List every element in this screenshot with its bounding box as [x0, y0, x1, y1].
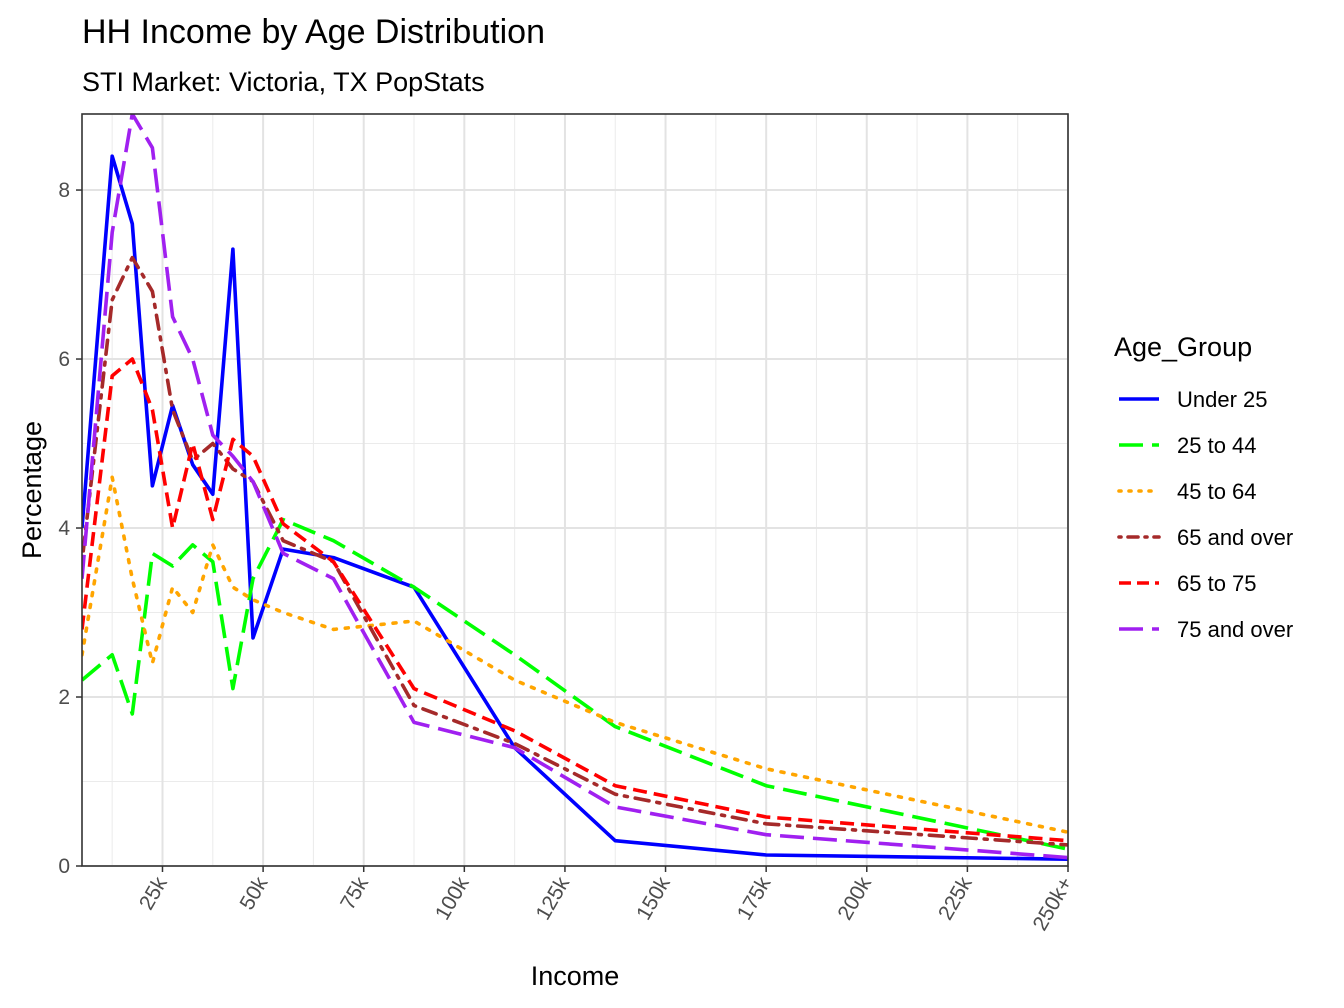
x-tick-label: 25k: [135, 873, 172, 914]
legend-label: Under 25: [1177, 387, 1268, 412]
series-line-45-to-64: [82, 475, 1068, 835]
legend-item: 65 to 75: [1119, 571, 1257, 596]
x-axis: 25k 50k 75k 100k 125k 150k 175k 200k 225k 250k+: [135, 866, 1077, 935]
x-tick-label: 225k: [934, 873, 977, 924]
x-tick-label: 100k: [431, 873, 474, 924]
chart-title: HH Income by Age Distribution: [82, 13, 545, 51]
legend-label: 25 to 44: [1177, 433, 1257, 458]
legend-item: 65 and over: [1117, 525, 1293, 550]
y-axis-title: Percentage: [17, 421, 47, 559]
legend-item: 45 to 64: [1117, 479, 1257, 504]
series-layer: [82, 114, 1068, 861]
series-line-25-to-44: [82, 517, 1068, 851]
y-tick-label: 0: [58, 855, 70, 878]
legend-label: 65 to 75: [1177, 571, 1257, 596]
legend-label: 75 and over: [1177, 617, 1293, 642]
x-axis-title: Income: [531, 961, 620, 991]
series-line-75-and-over: [82, 114, 1068, 860]
series-line-65-and-over: [82, 255, 1068, 847]
y-tick-label: 2: [58, 686, 70, 709]
legend: Age_Group Under 25 25 to 44 45 to 64 65 and…: [1114, 332, 1293, 642]
series-line-under-25: [82, 154, 1068, 861]
x-tick-label: 200k: [833, 873, 876, 924]
legend-label: 65 and over: [1177, 525, 1293, 550]
x-tick-label: 150k: [632, 873, 675, 924]
y-tick-label: 8: [58, 179, 70, 202]
chart-subtitle: STI Market: Victoria, TX PopStats: [82, 67, 485, 97]
legend-title: Age_Group: [1114, 332, 1252, 362]
x-tick-label: 50k: [236, 873, 273, 914]
x-tick-label: 250k+: [1029, 873, 1078, 935]
legend-item: Under 25: [1119, 387, 1268, 412]
x-tick-label: 125k: [532, 873, 575, 924]
legend-label: 45 to 64: [1177, 479, 1257, 504]
y-tick-label: 6: [58, 348, 70, 371]
plot-panel: [82, 114, 1068, 866]
y-tick-label: 4: [58, 517, 70, 540]
legend-item: 25 to 44: [1119, 433, 1257, 458]
legend-item: 75 and over: [1119, 617, 1293, 642]
series-line-65-to-75: [82, 357, 1068, 843]
plot-border: [81, 113, 1069, 867]
x-tick-label: 175k: [733, 873, 776, 924]
x-tick-label: 75k: [336, 873, 373, 914]
y-axis: 0 2 4 6 8: [58, 179, 82, 878]
